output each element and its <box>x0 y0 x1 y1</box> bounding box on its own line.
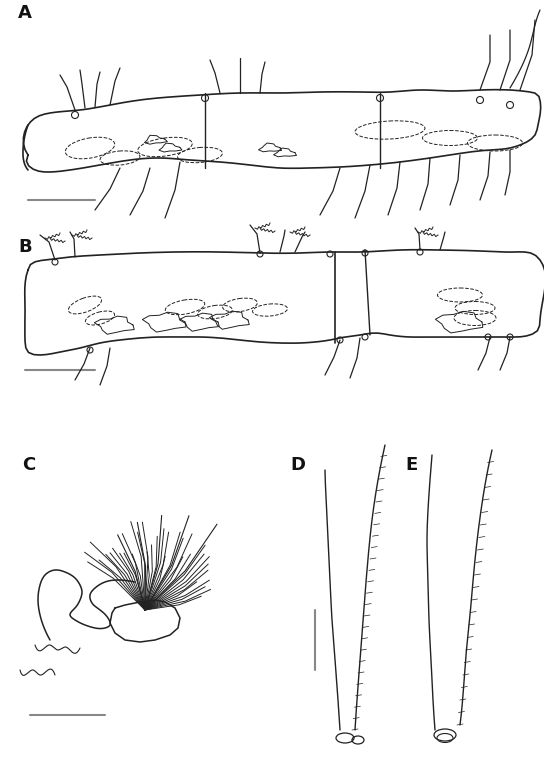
Text: B: B <box>18 238 32 256</box>
Text: E: E <box>405 456 417 474</box>
Text: D: D <box>290 456 305 474</box>
Ellipse shape <box>434 729 456 741</box>
Text: A: A <box>18 4 32 22</box>
Ellipse shape <box>336 733 354 743</box>
Text: C: C <box>22 456 35 474</box>
